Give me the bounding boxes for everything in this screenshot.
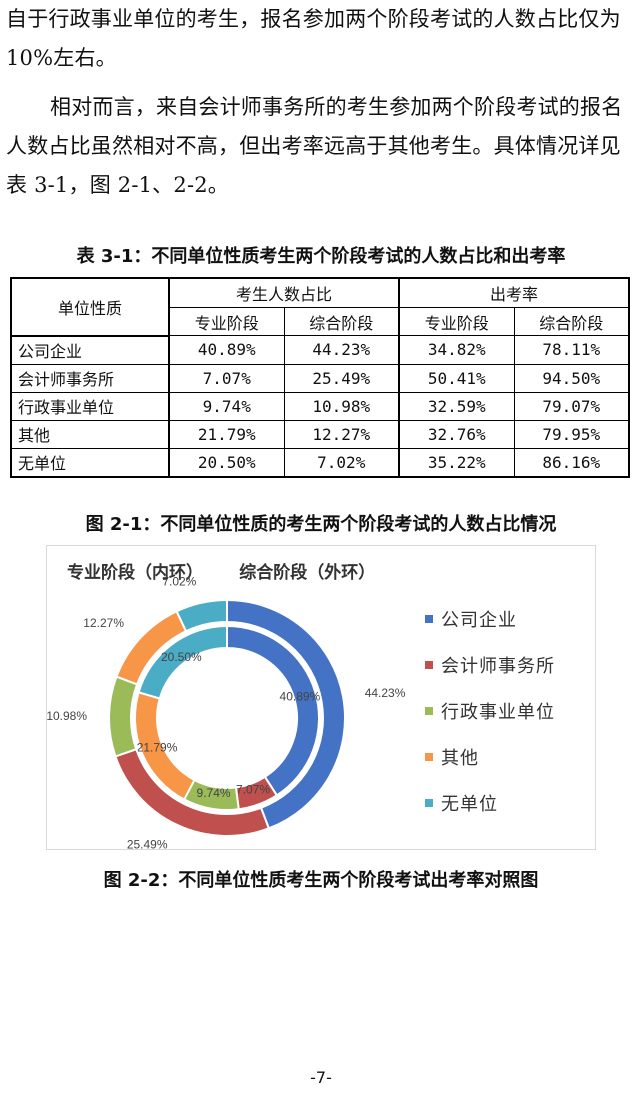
legend-swatch xyxy=(425,753,433,761)
table-cell: 44.23% xyxy=(283,335,400,365)
legend-item: 无单位 xyxy=(425,780,555,826)
row-label: 行政事业单位 xyxy=(10,391,170,421)
chart-title-inner: 专业阶段（内环） xyxy=(67,563,203,583)
table-cell: 7.07% xyxy=(168,363,285,393)
table-row: 其他 21.79% 12.27% 32.76% 79.95% xyxy=(10,419,630,449)
outer-label-2: 10.98% xyxy=(47,709,87,723)
table-row: 公司企业 40.89% 44.23% 34.82% 78.11% xyxy=(10,335,630,365)
paragraph-1: 自于行政事业单位的考生，报名参加两个阶段考试的人数占比仅为 10%左右。 xyxy=(6,7,621,70)
table-cell: 20.50% xyxy=(168,447,285,477)
legend-label: 其他 xyxy=(441,748,479,769)
inner-label-1: 7.07% xyxy=(236,782,270,796)
outer-slice-4 xyxy=(175,598,228,633)
header-unit: 单位性质 xyxy=(10,277,170,337)
row-label: 其他 xyxy=(10,419,170,449)
table-cell: 35.22% xyxy=(398,447,515,477)
table-cell: 21.79% xyxy=(168,419,285,449)
data-table: 单位性质 考生人数占比 出考率 专业阶段 综合阶段 专业阶段 综合阶段 公司企业… xyxy=(10,277,630,478)
subheader: 专业阶段 xyxy=(168,307,285,336)
table-cell: 79.95% xyxy=(513,419,630,449)
row-label: 公司企业 xyxy=(10,335,170,365)
table-cell: 9.74% xyxy=(168,391,285,421)
header-share: 考生人数占比 xyxy=(168,277,400,308)
paragraph-2: 相对而言，来自会计师事务所的考生参加两个阶段考试的报名人数占比虽然相对不高，但出… xyxy=(6,88,638,205)
outer-label-0: 44.23% xyxy=(365,686,406,700)
legend-label: 公司企业 xyxy=(441,610,517,631)
legend-item: 会计师事务所 xyxy=(425,642,555,688)
row-label: 会计师事务所 xyxy=(10,363,170,393)
table-cell: 12.27% xyxy=(283,419,400,449)
outer-label-3: 12.27% xyxy=(83,616,124,630)
legend-label: 会计师事务所 xyxy=(441,656,555,677)
legend-item: 公司企业 xyxy=(425,596,555,642)
donut-chart: 专业阶段（内环） 综合阶段（外环） 40.89% 7.07% 9.74% 21.79%… xyxy=(46,545,596,850)
donut-svg: 40.89% 7.07% 9.74% 21.79% 20.50% 44.23% 25.49%… xyxy=(47,574,406,849)
table-cell: 94.50% xyxy=(513,363,630,393)
table-cell: 32.76% xyxy=(398,419,515,449)
outer-label-1: 25.49% xyxy=(127,838,168,849)
chart-title-row: 专业阶段（内环） 综合阶段（外环） xyxy=(67,558,401,583)
table-row: 行政事业单位 9.74% 10.98% 32.59% 79.07% xyxy=(10,391,630,421)
inner-label-0: 40.89% xyxy=(280,690,321,704)
table-cell: 25.49% xyxy=(283,363,400,393)
paragraph-2-text: 相对而言，来自会计师事务所的考生参加两个阶段考试的报名人数占比虽然相对不高，但出… xyxy=(6,95,623,197)
table-cell: 86.16% xyxy=(513,447,630,477)
table-cell: 32.59% xyxy=(398,391,515,421)
table-row: 无单位 20.50% 7.02% 35.22% 86.16% xyxy=(10,447,630,477)
page-number: -7- xyxy=(310,1068,332,1087)
table-row: 会计师事务所 7.07% 25.49% 50.41% 94.50% xyxy=(10,363,630,393)
inner-label-2: 9.74% xyxy=(197,786,231,800)
outer-slice-2 xyxy=(108,675,139,758)
table-cell: 34.82% xyxy=(398,335,515,365)
table-cell: 10.98% xyxy=(283,391,400,421)
row-label: 无单位 xyxy=(10,447,170,477)
header-rate: 出考率 xyxy=(398,277,630,308)
subheader: 综合阶段 xyxy=(513,307,630,336)
figure1-caption: 图 2-1：不同单位性质的考生两个阶段考试的人数占比情况 xyxy=(85,514,557,535)
table-cell: 79.07% xyxy=(513,391,630,421)
table-caption: 表 3-1：不同单位性质考生两个阶段考试的人数占比和出考率 xyxy=(76,246,566,267)
inner-label-4: 20.50% xyxy=(161,650,202,664)
legend-item: 行政事业单位 xyxy=(425,688,555,734)
table-cell: 50.41% xyxy=(398,363,515,393)
legend-swatch xyxy=(425,799,433,807)
legend-swatch xyxy=(425,615,433,623)
subheader: 综合阶段 xyxy=(283,307,400,336)
table-cell: 40.89% xyxy=(168,335,285,365)
chart-title-outer: 综合阶段（外环） xyxy=(239,563,376,583)
figure2-caption: 图 2-2：不同单位性质考生两个阶段考试出考率对照图 xyxy=(103,870,539,891)
legend-item: 其他 xyxy=(425,734,555,780)
subheader: 专业阶段 xyxy=(398,307,515,336)
inner-slice-4 xyxy=(137,624,228,700)
table-cell: 78.11% xyxy=(513,335,630,365)
legend-swatch xyxy=(425,707,433,715)
table-cell: 7.02% xyxy=(283,447,400,477)
legend-label: 无单位 xyxy=(441,794,498,815)
legend-swatch xyxy=(425,661,433,669)
chart-legend: 公司企业会计师事务所 行政事业单位 其他无单位 xyxy=(425,596,555,826)
outer-label-4: 7.02% xyxy=(162,574,196,588)
inner-label-3: 21.79% xyxy=(137,741,178,755)
legend-label: 行政事业单位 xyxy=(441,702,555,723)
